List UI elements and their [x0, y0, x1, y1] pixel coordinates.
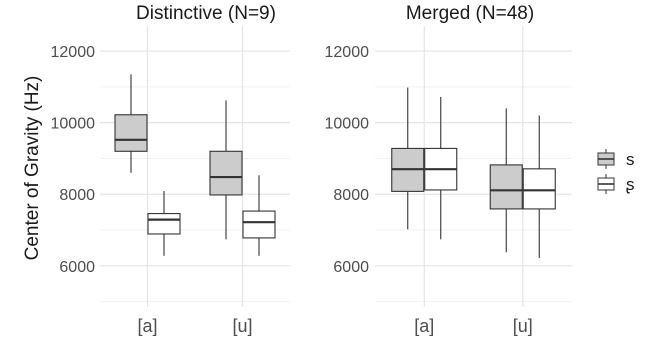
- box-body: [242, 210, 276, 239]
- legend-label: ʂ: [626, 175, 635, 194]
- y-tick-label: 12000: [325, 44, 370, 61]
- legend-item: s: [597, 149, 635, 169]
- box-sh: [147, 191, 181, 256]
- x-tick-label: [u]: [513, 316, 533, 336]
- box-sh: [424, 96, 458, 240]
- grid-layer: [100, 26, 572, 307]
- box-sh: [522, 115, 556, 258]
- box-s: [489, 108, 523, 253]
- y-tick-label: 10000: [51, 116, 96, 133]
- legend-item: ʂ: [597, 174, 635, 194]
- y-tick-label: 6000: [333, 259, 369, 276]
- y-tick-label: 12000: [51, 44, 96, 61]
- box-body: [489, 164, 523, 210]
- x-tick-label: [a]: [414, 316, 434, 336]
- box-body: [209, 150, 243, 196]
- marks-layer: [114, 74, 556, 258]
- panel-title: Merged (N=48): [406, 3, 534, 24]
- box-s: [114, 74, 148, 173]
- panel-title: Distinctive (N=9): [136, 3, 276, 24]
- legend: sʂ: [597, 149, 635, 194]
- y-axis-label: Center of Gravity (Hz): [22, 76, 43, 261]
- box-sh: [242, 175, 276, 256]
- box-body: [147, 213, 181, 235]
- legend-label: s: [626, 150, 635, 169]
- y-tick-label: 10000: [325, 116, 370, 133]
- box-s: [391, 87, 425, 230]
- x-tick-label: [u]: [232, 316, 252, 336]
- y-tick-label: 8000: [59, 187, 95, 204]
- y-tick-label: 8000: [333, 187, 369, 204]
- x-tick-label: [a]: [137, 316, 157, 336]
- box-body: [522, 168, 556, 210]
- y-tick-label: 6000: [59, 259, 95, 276]
- text-layer: Center of Gravity (Hz) 6000 8000 10000 1200…: [22, 3, 534, 336]
- box-s: [209, 100, 243, 240]
- box-body: [114, 114, 148, 152]
